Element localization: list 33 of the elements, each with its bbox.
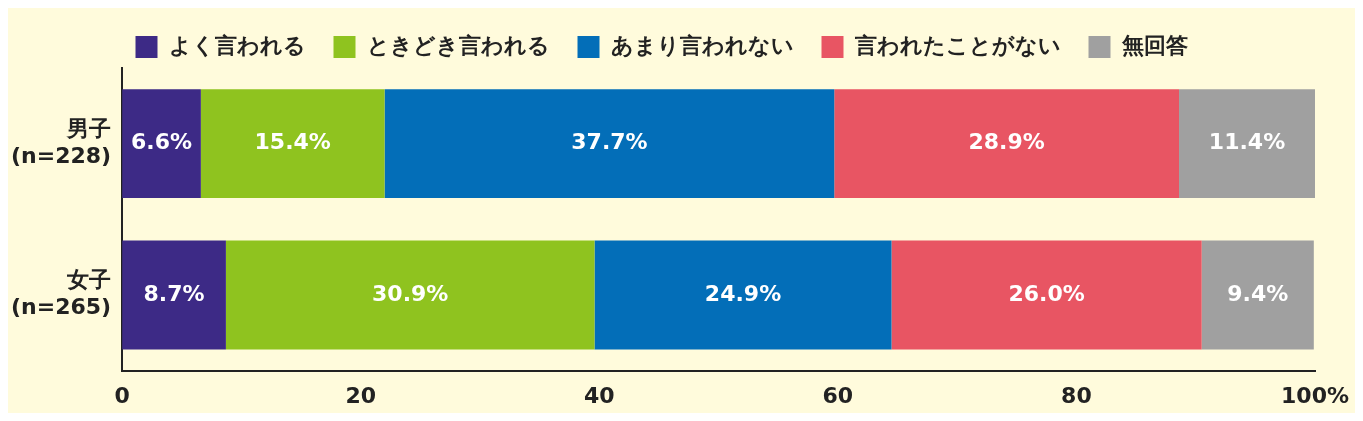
bar — [200, 89, 385, 199]
data-label: 11.4% — [1208, 129, 1286, 155]
legend-label: ときどき言われる — [366, 32, 550, 58]
data-label: 30.9% — [372, 280, 449, 306]
y-tick-label: 女子 (n=265) — [10, 267, 112, 319]
x-tick-label: 40 — [583, 382, 615, 408]
bar — [1179, 89, 1315, 199]
legend-label: 無回答 — [1120, 32, 1188, 58]
bar — [122, 89, 201, 199]
x-tick-label: 60 — [822, 382, 854, 408]
x-tick-label: 0 — [114, 382, 130, 408]
data-label: 8.7% — [143, 280, 205, 306]
legend-label: よく言われる — [168, 32, 306, 58]
data-label: 6.6% — [130, 129, 192, 155]
data-label: 28.9% — [968, 129, 1045, 155]
bar — [1201, 240, 1314, 350]
bar — [225, 240, 595, 350]
data-label: 26.0% — [1008, 280, 1085, 306]
x-tick-label: 80 — [1061, 382, 1092, 408]
x-tick-label: 20 — [345, 382, 377, 408]
bar — [891, 240, 1202, 350]
bar — [122, 240, 226, 350]
legend-label: 言われたことがない — [853, 32, 1061, 58]
data-label: 15.4% — [254, 129, 331, 155]
bar — [594, 240, 892, 350]
data-label: 24.9% — [704, 280, 782, 306]
bar — [834, 89, 1180, 199]
y-tick-label: 男子 (n=228) — [10, 116, 112, 168]
legend-label: あまり言われない — [610, 32, 794, 58]
data-label: 9.4% — [1227, 280, 1289, 306]
x-tick-label: 100% — [1281, 382, 1349, 408]
data-label: 37.7% — [571, 129, 648, 155]
bar — [384, 89, 835, 199]
